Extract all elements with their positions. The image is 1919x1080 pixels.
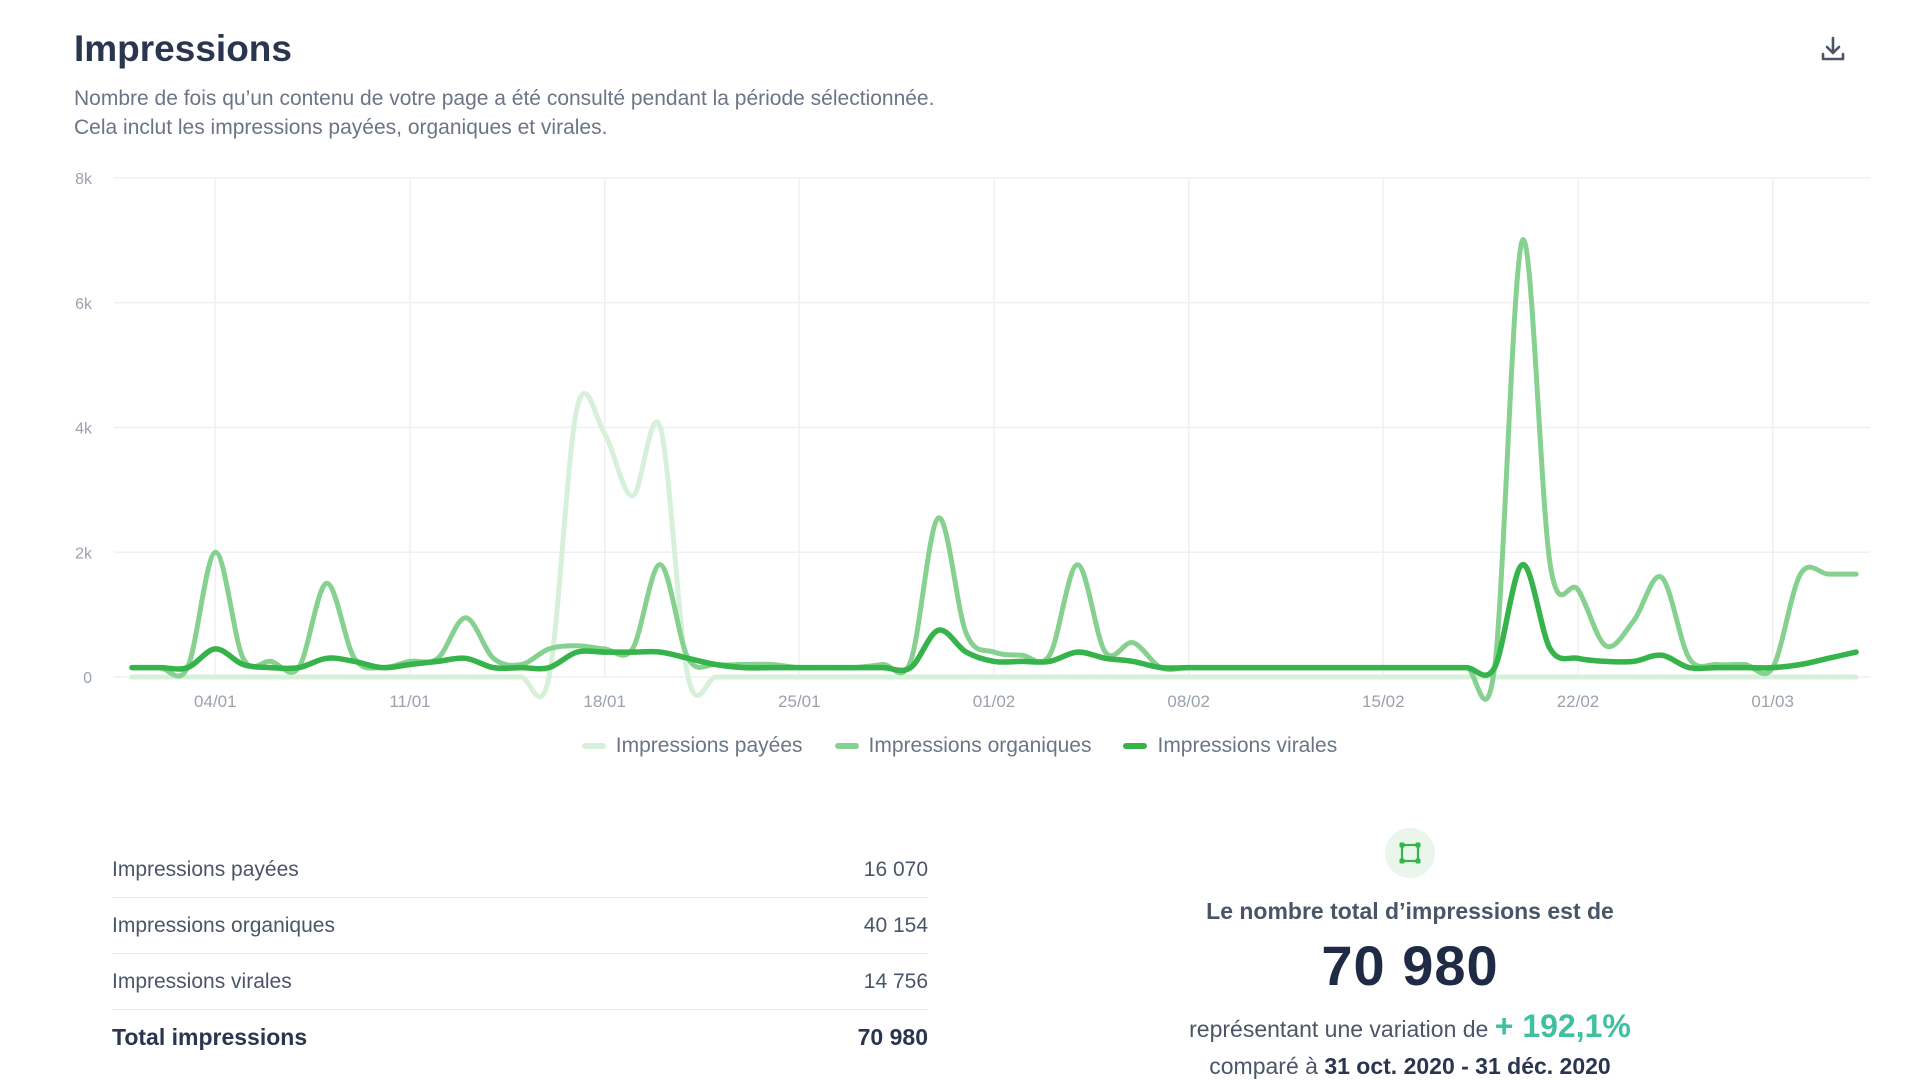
chart-series (129, 237, 1859, 702)
chart-grid (114, 177, 1870, 678)
impressions-line-chart: 0 2k 4k 6k 8k 04/01 11/01 18/01 25/01 01/02 08/02… (75, 171, 1870, 711)
x-tick-label: 08/02 (1167, 692, 1210, 711)
table-total-value: 70 980 (857, 1024, 928, 1050)
summary-compare: comparé à 31 oct. 2020 - 31 déc. 2020 (1100, 1053, 1720, 1080)
x-tick-label: 01/03 (1751, 692, 1794, 711)
compare-period: 31 oct. 2020 - 31 déc. 2020 (1324, 1053, 1611, 1079)
impressions-table: Impressions payées 16 070 Impressions or… (112, 842, 928, 1065)
legend-item-organic[interactable]: Impressions organiques (834, 734, 1092, 758)
y-tick-label: 8k (75, 171, 93, 188)
x-tick-label: 15/02 (1362, 692, 1405, 711)
series-line-paid (129, 390, 1859, 700)
table-row-organic: Impressions organiques 40 154 (112, 898, 928, 954)
y-tick-label: 6k (75, 296, 93, 313)
download-icon (1821, 36, 1845, 61)
x-tick-label: 25/01 (778, 692, 821, 711)
legend-item-paid[interactable]: Impressions payées (581, 734, 803, 758)
x-tick-label: 01/02 (973, 692, 1016, 711)
chart-legend: Impressions payées Impressions organique… (0, 734, 1919, 758)
legend-label-organic: Impressions organiques (868, 734, 1092, 757)
table-row-value: 40 154 (863, 913, 928, 937)
table-row-paid: Impressions payées 16 070 (112, 842, 928, 898)
table-row-label: Impressions organiques (112, 913, 335, 937)
x-axis-ticks: 04/01 11/01 18/01 25/01 01/02 08/02 15/02 22/02… (194, 692, 1794, 711)
y-tick-label: 0 (83, 670, 92, 687)
download-button[interactable] (1814, 30, 1852, 68)
x-tick-label: 04/01 (194, 692, 237, 711)
page-subtitle: Nombre de fois qu’un contenu de votre pa… (74, 84, 934, 142)
summary-variation: représentant une variation de + 192,1% (1100, 1008, 1720, 1045)
y-tick-label: 4k (75, 421, 93, 438)
summary-heading: Le nombre total d’impressions est de (1206, 898, 1614, 924)
x-tick-label: 22/02 (1557, 692, 1600, 711)
table-total-label: Total impressions (112, 1024, 308, 1050)
x-tick-label: 18/01 (583, 692, 626, 711)
table-row-value: 16 070 (863, 857, 928, 881)
table-row-value: 14 756 (863, 969, 928, 993)
legend-label-paid: Impressions payées (615, 734, 803, 757)
variation-prefix: représentant une variation de (1189, 1016, 1489, 1042)
subtitle-line-2: Cela inclut les impressions payées, orga… (74, 116, 608, 139)
series-line-viral (129, 561, 1859, 678)
summary-panel: Le nombre total d’impressions est de 70 … (1100, 828, 1720, 1080)
summary-icon-badge (1385, 828, 1435, 878)
legend-item-viral[interactable]: Impressions virales (1123, 734, 1337, 758)
page-title: Impressions (74, 28, 292, 69)
variation-value: + 192,1% (1494, 1008, 1631, 1044)
compare-prefix: comparé à (1209, 1053, 1318, 1079)
legend-swatch-paid (581, 743, 606, 749)
x-tick-label: 11/01 (389, 692, 430, 711)
table-row-viral: Impressions virales 14 756 (112, 954, 928, 1010)
crop-frame-icon (1399, 842, 1421, 864)
legend-swatch-viral (1123, 743, 1148, 749)
table-row-total: Total impressions 70 980 (112, 1010, 928, 1065)
subtitle-line-1: Nombre de fois qu’un contenu de votre pa… (74, 87, 935, 110)
table-row-label: Impressions payées (112, 857, 299, 881)
y-axis-ticks: 0 2k 4k 6k 8k (75, 171, 93, 687)
table-row-label: Impressions virales (112, 969, 292, 993)
y-tick-label: 2k (75, 545, 93, 562)
legend-swatch-organic (834, 743, 859, 749)
summary-total: 70 980 (1321, 934, 1499, 997)
legend-label-viral: Impressions virales (1157, 734, 1338, 757)
